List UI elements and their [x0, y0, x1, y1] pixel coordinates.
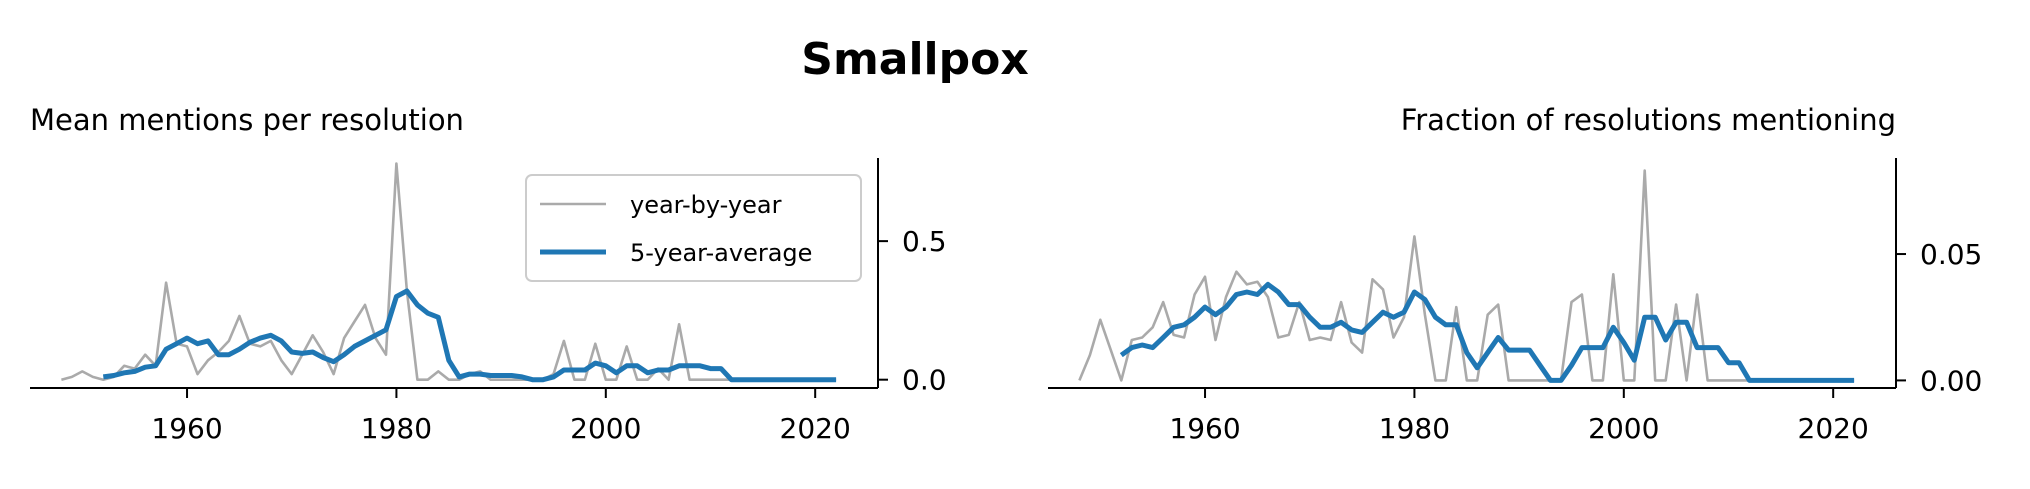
x-tick-label: 1960	[151, 412, 222, 445]
chart-panels: Mean mentions per resolution 1960 1980 2000…	[30, 103, 1982, 445]
series-5-year-average-line	[1119, 281, 1855, 383]
y-tick-label: 0.05	[1920, 238, 1982, 271]
x-tick-label: 2020	[780, 412, 851, 445]
series-5-year-average-line	[102, 288, 837, 383]
figure-title: Smallpox	[801, 34, 1029, 85]
chart-panel-1: Mean mentions per resolution 1960 1980 2000…	[30, 103, 947, 445]
legend-box	[525, 174, 862, 282]
y-tick-label: 0.00	[1920, 364, 1982, 397]
x-tick-label: 2000	[570, 412, 641, 445]
y-tick-label: 0.5	[902, 225, 947, 258]
panel-title: Mean mentions per resolution	[30, 103, 464, 137]
x-tick-label: 2020	[1798, 412, 1869, 445]
x-tick-label: 1980	[361, 412, 432, 445]
legend-label: 5-year-average	[630, 239, 812, 267]
x-tick-label: 1980	[1379, 412, 1450, 445]
y-tick-label: 0.0	[902, 364, 947, 397]
chart-panel-2: Fraction of resolutions mentioning 1960 19…	[1048, 103, 1982, 445]
panel-title: Fraction of resolutions mentioning	[1401, 103, 1896, 137]
series-year-by-year-line	[61, 162, 837, 382]
series-year-by-year-line	[1078, 169, 1855, 382]
legend: year-by-year 5-year-average	[525, 174, 862, 282]
legend-label: year-by-year	[630, 191, 782, 219]
x-tick-label: 2000	[1588, 412, 1659, 445]
x-tick-label: 1960	[1169, 412, 1240, 445]
